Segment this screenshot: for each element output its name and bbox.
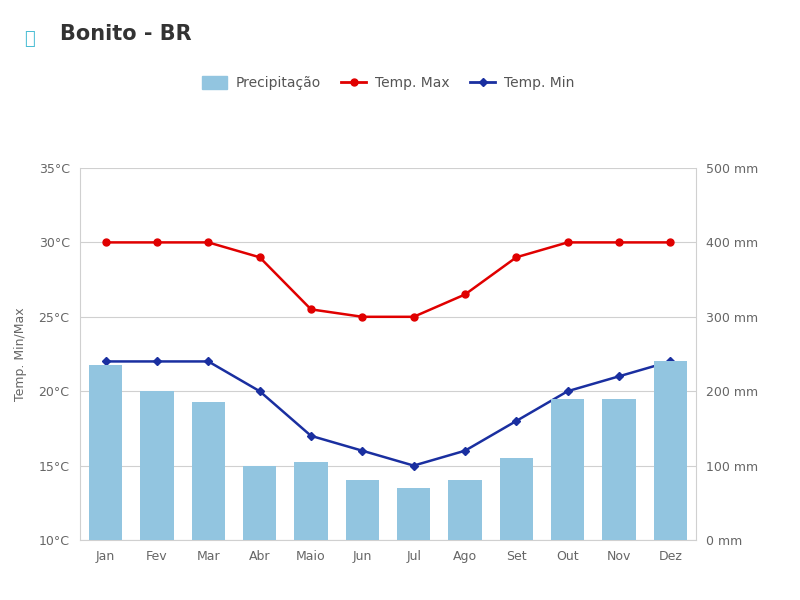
Bar xyxy=(140,391,174,540)
Bar xyxy=(294,462,328,540)
Bar xyxy=(89,365,122,540)
Bar xyxy=(397,488,430,540)
Bar xyxy=(346,481,379,540)
Bar xyxy=(192,403,225,540)
Bar xyxy=(602,398,636,540)
Bar xyxy=(551,398,584,540)
Bar xyxy=(500,458,533,540)
Bar xyxy=(243,466,276,540)
Text: Bonito - BR: Bonito - BR xyxy=(60,24,192,44)
Legend: Precipitação, Temp. Max, Temp. Min: Precipitação, Temp. Max, Temp. Min xyxy=(197,71,579,96)
Y-axis label: Temp. Min/Max: Temp. Min/Max xyxy=(14,307,27,401)
Bar xyxy=(448,481,482,540)
Bar xyxy=(654,361,687,540)
Text: 📍: 📍 xyxy=(24,30,34,48)
